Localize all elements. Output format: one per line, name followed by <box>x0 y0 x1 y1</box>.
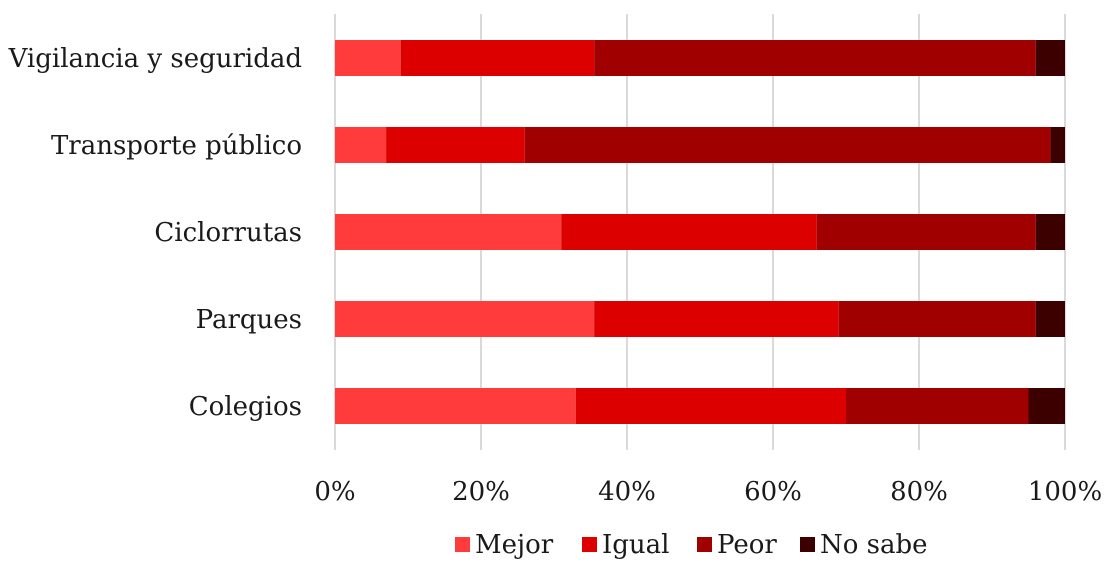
legend-label-mejor: Mejor <box>475 530 554 560</box>
bar-transporte-publico-no-sabe <box>1050 127 1065 163</box>
bar-ciclorrutas-mejor <box>335 214 562 250</box>
category-label-vigilancia-y-seguridad: Vigilancia y seguridad <box>8 44 302 74</box>
x-tick-label-0: 0% <box>314 477 355 507</box>
bar-vigilancia-y-seguridad-igual <box>400 40 595 76</box>
legend-label-peor: Peor <box>717 530 777 560</box>
category-labels: Vigilancia y seguridad Transporte público… <box>8 44 302 422</box>
x-tick-label-5: 100% <box>1028 477 1102 507</box>
bar-colegios-no-sabe <box>1028 388 1065 424</box>
bar-colegios-peor <box>846 388 1029 424</box>
legend-label-no-sabe: No sabe <box>820 530 928 560</box>
bar-vigilancia-y-seguridad-peor <box>594 40 1036 76</box>
legend-swatch-mejor <box>455 537 470 552</box>
x-tick-label-2: 40% <box>598 477 656 507</box>
bar-parques-mejor <box>335 301 595 337</box>
bars <box>335 40 1065 424</box>
bar-transporte-publico-peor <box>524 127 1051 163</box>
bar-transporte-publico-igual <box>386 127 525 163</box>
category-label-parques: Parques <box>196 305 302 335</box>
legend-label-igual: Igual <box>602 530 669 560</box>
legend-swatch-peor <box>697 537 712 552</box>
x-tick-label-4: 80% <box>890 477 948 507</box>
x-tick-label-1: 20% <box>452 477 510 507</box>
bar-parques-igual <box>594 301 839 337</box>
legend-swatch-no-sabe <box>800 537 815 552</box>
x-tick-label-3: 60% <box>744 477 802 507</box>
bar-colegios-mejor <box>335 388 576 424</box>
bar-transporte-publico-mejor <box>335 127 387 163</box>
bar-colegios-igual <box>575 388 846 424</box>
bar-parques-peor <box>838 301 1036 337</box>
category-label-ciclorrutas: Ciclorrutas <box>154 218 302 248</box>
bar-vigilancia-y-seguridad-no-sabe <box>1035 40 1065 76</box>
category-label-colegios: Colegios <box>189 392 302 422</box>
bar-vigilancia-y-seguridad-mejor <box>335 40 401 76</box>
legend-swatch-igual <box>582 537 597 552</box>
category-label-transporte-publico: Transporte público <box>51 131 302 161</box>
bar-ciclorrutas-no-sabe <box>1035 214 1065 250</box>
bar-ciclorrutas-peor <box>816 214 1036 250</box>
bar-parques-no-sabe <box>1035 301 1065 337</box>
x-axis-ticks: 0% 20% 40% 60% 80% 100% <box>314 477 1102 507</box>
legend: Mejor Igual Peor No sabe <box>455 530 928 560</box>
bar-ciclorrutas-igual <box>561 214 817 250</box>
